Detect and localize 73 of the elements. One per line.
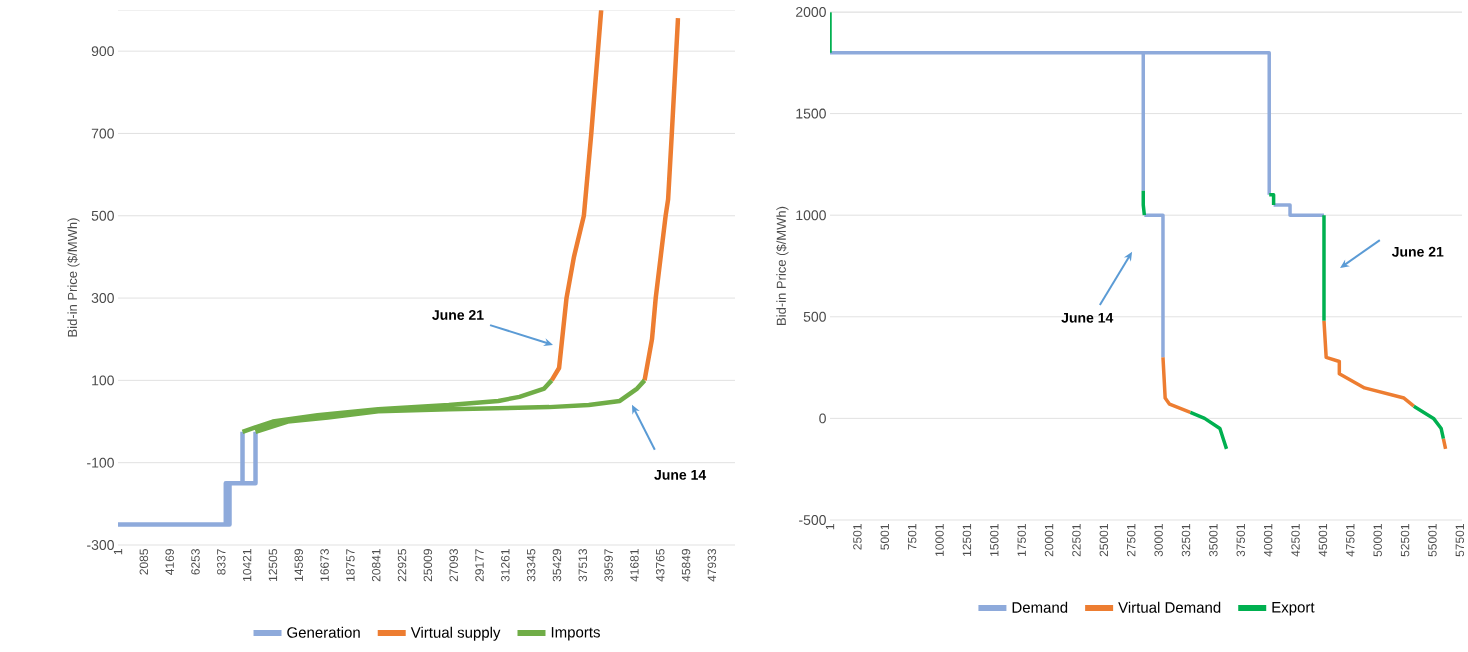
x-tick-label: 33345 bbox=[526, 549, 536, 582]
y-tick-label: 1000 bbox=[796, 210, 826, 221]
x-tick-label: 37501 bbox=[1236, 524, 1245, 557]
x-tick-label: 27501 bbox=[1126, 524, 1136, 557]
x-tick-label: 1 bbox=[825, 524, 835, 530]
x-tick-label: 45849 bbox=[681, 549, 691, 582]
y-tick-label: 300 bbox=[91, 293, 114, 304]
legend-label: Demand bbox=[1012, 601, 1068, 613]
x-tick-label: 31261 bbox=[501, 549, 510, 582]
x-tick-label: 32501 bbox=[1181, 524, 1191, 557]
x-tick-label: 42501 bbox=[1291, 524, 1300, 557]
y-tick-label: 1500 bbox=[796, 108, 826, 119]
x-tick-label: 52501 bbox=[1400, 524, 1410, 557]
x-tick-label: 12501 bbox=[962, 524, 972, 556]
x-tick-label: 27093 bbox=[449, 549, 458, 582]
x-tick-label: 10001 bbox=[935, 524, 944, 556]
annotation: June 21 bbox=[1391, 246, 1444, 257]
x-tick-label: 22501 bbox=[1072, 524, 1081, 557]
y-tick-label: -300 bbox=[87, 540, 114, 550]
x-tick-label: 47933 bbox=[707, 549, 717, 582]
y-tick-label: 700 bbox=[91, 128, 114, 139]
x-tick-label: 47501 bbox=[1346, 524, 1355, 557]
annotation: June 14 bbox=[1061, 312, 1114, 323]
y-axis-title: Bid-in Price ($/MWh) bbox=[776, 206, 789, 325]
x-tick-label: 4169 bbox=[165, 549, 174, 575]
x-tick-label: 25001 bbox=[1099, 524, 1109, 557]
x-tick-label: 14589 bbox=[294, 549, 303, 581]
y-tick-label: -100 bbox=[87, 457, 114, 468]
x-tick-label: 25009 bbox=[423, 549, 433, 582]
x-tick-label: 18757 bbox=[346, 549, 355, 581]
x-tick-label: 7501 bbox=[907, 524, 917, 550]
legend-label: Virtual supply bbox=[410, 626, 501, 641]
x-tick-label: 22925 bbox=[397, 549, 407, 582]
x-tick-label: 12505 bbox=[268, 549, 278, 581]
y-axis-title: Bid-in Price ($/MWh) bbox=[67, 218, 80, 337]
x-tick-label: 17501 bbox=[1017, 524, 1026, 556]
legend-label: Virtual Demand bbox=[1118, 601, 1221, 613]
y-tick-label: 900 bbox=[91, 46, 114, 57]
y-tick-label: 500 bbox=[91, 210, 114, 221]
x-tick-label: 50001 bbox=[1373, 524, 1382, 557]
x-tick-label: 55001 bbox=[1428, 524, 1437, 557]
x-tick-label: 8337 bbox=[217, 549, 226, 575]
x-tick-label: 16673 bbox=[320, 549, 329, 581]
x-tick-label: 6253 bbox=[191, 549, 200, 575]
x-tick-label: 40001 bbox=[1263, 524, 1273, 557]
y-tick-label: 2000 bbox=[796, 7, 826, 17]
annotation: June 21 bbox=[432, 309, 484, 320]
x-tick-label: 39597 bbox=[604, 549, 613, 582]
x-tick-label: 2501 bbox=[853, 524, 862, 550]
y-tick-label: -500 bbox=[799, 515, 826, 525]
y-tick-label: 100 bbox=[92, 375, 114, 386]
x-tick-label: 45001 bbox=[1318, 524, 1328, 557]
x-tick-label: 57501 bbox=[1455, 524, 1465, 557]
x-tick-label: 2085 bbox=[139, 549, 149, 575]
x-tick-label: 41681 bbox=[630, 549, 639, 582]
x-tick-label: 1 bbox=[113, 549, 123, 555]
x-tick-label: 15001 bbox=[990, 524, 999, 556]
legend-label: Imports bbox=[551, 627, 600, 641]
x-tick-label: 35429 bbox=[552, 549, 562, 582]
x-tick-label: 37513 bbox=[578, 549, 588, 582]
x-tick-label: 20841 bbox=[371, 549, 381, 582]
y-tick-label: 500 bbox=[803, 311, 826, 322]
legend-label: Export bbox=[1272, 602, 1315, 616]
x-tick-label: 20001 bbox=[1044, 524, 1054, 557]
x-tick-label: 43765 bbox=[655, 549, 665, 582]
legend-label: Generation bbox=[287, 626, 360, 638]
y-tick-label: 0 bbox=[819, 413, 826, 424]
x-tick-label: 29177 bbox=[475, 549, 484, 582]
x-tick-label: 35001 bbox=[1209, 524, 1218, 557]
x-tick-label: 10421 bbox=[242, 549, 252, 581]
x-tick-label: 30001 bbox=[1154, 524, 1163, 557]
annotation: June 14 bbox=[654, 470, 707, 480]
x-tick-label: 5001 bbox=[880, 524, 890, 550]
